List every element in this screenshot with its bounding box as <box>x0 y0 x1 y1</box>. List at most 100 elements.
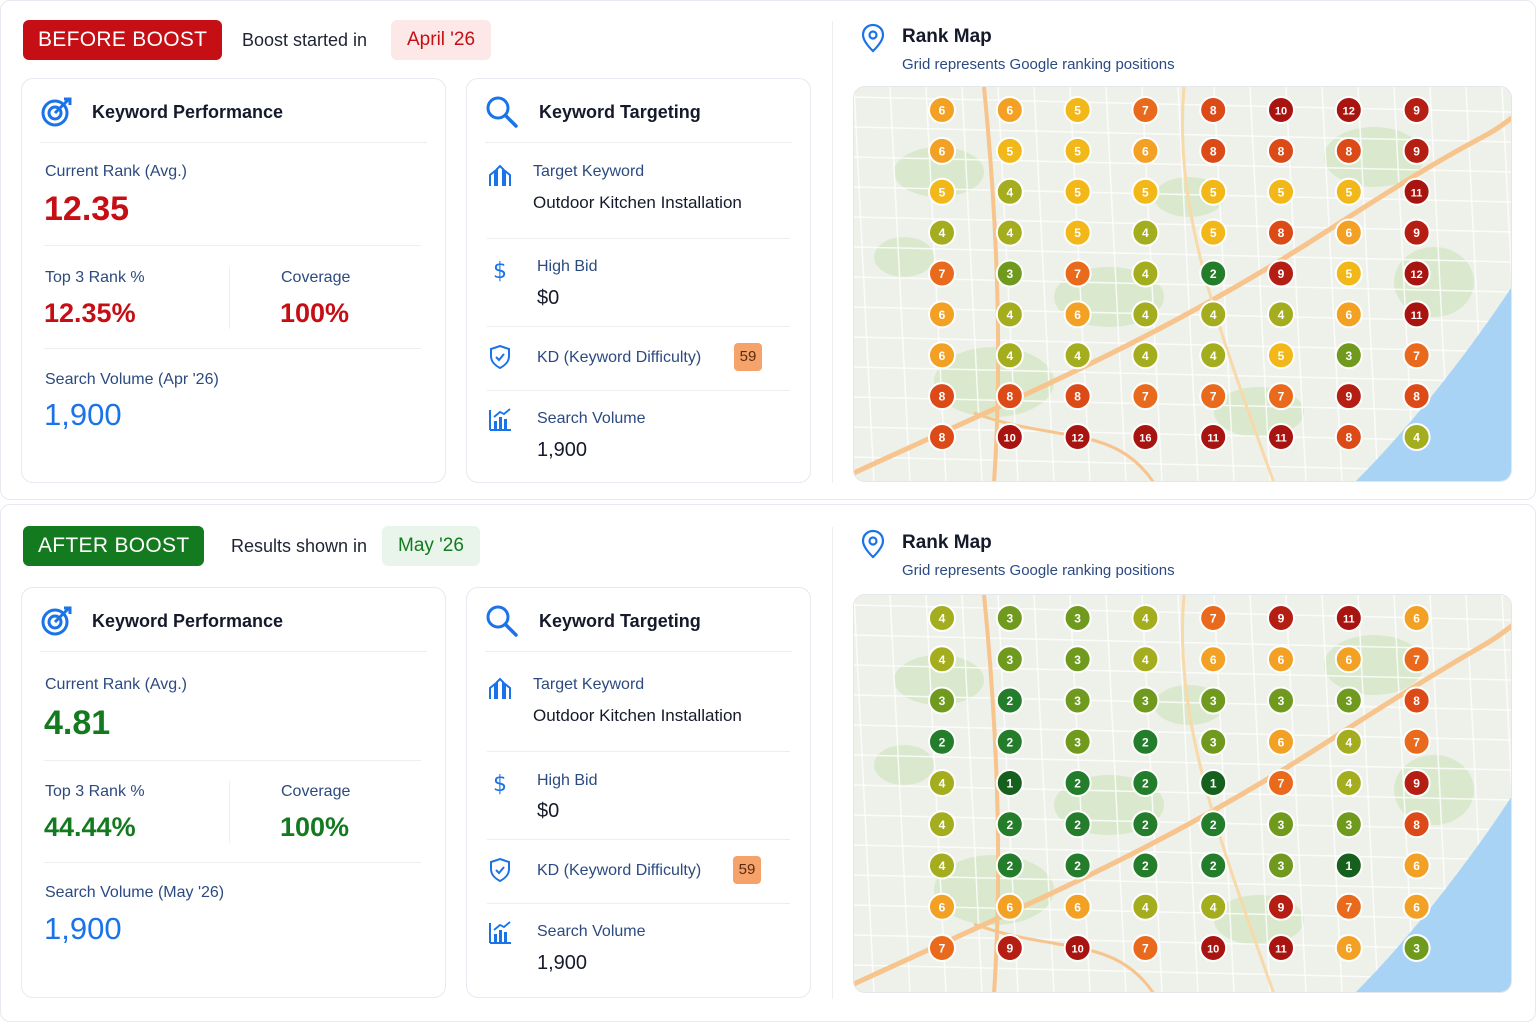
rank-marker[interactable]: 3 <box>995 645 1024 674</box>
rank-marker-dot[interactable] <box>928 423 956 451</box>
rank-marker[interactable]: 8 <box>1402 686 1431 715</box>
rank-marker[interactable]: 8 <box>1267 218 1295 247</box>
rank-marker-dot[interactable] <box>1402 810 1431 839</box>
rank-marker-dot[interactable] <box>1267 259 1295 288</box>
rank-marker-dot[interactable] <box>1334 136 1363 165</box>
rank-marker-dot[interactable] <box>1199 645 1228 674</box>
rank-marker-dot[interactable] <box>1199 810 1228 839</box>
rank-marker[interactable]: 4 <box>1334 727 1363 756</box>
rank-marker[interactable]: 4 <box>1131 341 1160 370</box>
rank-marker[interactable]: 9 <box>1267 259 1295 288</box>
rank-marker[interactable]: 4 <box>1402 423 1431 451</box>
rank-marker-dot[interactable] <box>1063 892 1092 921</box>
rank-marker-dot[interactable] <box>995 382 1024 411</box>
rank-marker-dot[interactable] <box>1334 341 1363 370</box>
rank-marker-dot[interactable] <box>1199 727 1228 756</box>
rank-marker-dot[interactable] <box>995 96 1024 124</box>
rank-marker-dot[interactable] <box>1402 423 1431 451</box>
rank-marker[interactable]: 5 <box>1334 259 1363 288</box>
rank-marker[interactable]: 4 <box>995 300 1024 329</box>
rank-marker-dot[interactable] <box>1402 218 1431 247</box>
rank-marker-dot[interactable] <box>1131 341 1160 370</box>
rank-marker-dot[interactable] <box>1063 851 1092 880</box>
rank-marker-dot[interactable] <box>1063 382 1092 411</box>
rank-marker[interactable]: 2 <box>1063 851 1092 880</box>
rank-marker[interactable]: 5 <box>1063 96 1092 124</box>
rank-marker[interactable]: 11 <box>1267 934 1295 962</box>
rank-marker-dot[interactable] <box>1334 892 1363 921</box>
rank-marker[interactable]: 4 <box>928 851 956 880</box>
rank-marker-dot[interactable] <box>1334 727 1363 756</box>
rank-marker-dot[interactable] <box>995 727 1024 756</box>
rank-marker[interactable]: 9 <box>1402 136 1431 165</box>
rank-marker-dot[interactable] <box>1267 96 1295 124</box>
rank-marker[interactable]: 7 <box>1199 604 1228 632</box>
rank-marker-dot[interactable] <box>1402 727 1431 756</box>
rank-marker[interactable]: 4 <box>928 810 956 839</box>
rank-marker[interactable]: 5 <box>995 136 1024 165</box>
rank-marker-dot[interactable] <box>1334 604 1363 632</box>
rank-marker[interactable]: 12 <box>1334 96 1363 124</box>
rank-marker-dot[interactable] <box>928 341 956 370</box>
rank-marker[interactable]: 8 <box>928 382 956 411</box>
rank-marker-dot[interactable] <box>1199 136 1228 165</box>
rank-marker[interactable]: 8 <box>1199 136 1228 165</box>
rank-marker[interactable]: 4 <box>1131 604 1160 632</box>
rank-marker[interactable]: 10 <box>1063 934 1092 962</box>
rank-marker[interactable]: 6 <box>1199 645 1228 674</box>
rank-marker[interactable]: 4 <box>1131 218 1160 247</box>
rank-marker[interactable]: 7 <box>1131 934 1160 962</box>
rank-marker-dot[interactable] <box>1131 177 1160 206</box>
rank-marker[interactable]: 7 <box>1402 727 1431 756</box>
rank-marker-dot[interactable] <box>1334 382 1363 411</box>
rank-marker[interactable]: 4 <box>995 218 1024 247</box>
rank-marker[interactable]: 6 <box>1334 218 1363 247</box>
rank-marker[interactable]: 8 <box>1267 136 1295 165</box>
rank-marker-dot[interactable] <box>1199 300 1228 329</box>
rank-marker[interactable]: 9 <box>1267 892 1295 921</box>
rank-marker[interactable]: 2 <box>995 686 1024 715</box>
rank-marker-dot[interactable] <box>928 259 956 288</box>
rank-marker-dot[interactable] <box>1402 382 1431 411</box>
rank-marker-dot[interactable] <box>1267 892 1295 921</box>
rank-marker[interactable]: 6 <box>1402 851 1431 880</box>
rank-marker-dot[interactable] <box>1131 645 1160 674</box>
rank-marker[interactable]: 7 <box>1131 382 1160 411</box>
rank-marker-dot[interactable] <box>1063 300 1092 329</box>
rank-marker-dot[interactable] <box>1131 892 1160 921</box>
rank-marker[interactable]: 6 <box>1334 300 1363 329</box>
rank-marker-dot[interactable] <box>928 645 956 674</box>
rank-marker[interactable]: 9 <box>1402 218 1431 247</box>
rank-marker-dot[interactable] <box>995 604 1024 632</box>
rank-marker-dot[interactable] <box>1402 892 1431 921</box>
rank-marker-dot[interactable] <box>1131 136 1160 165</box>
rank-marker-dot[interactable] <box>995 341 1024 370</box>
rank-marker-dot[interactable] <box>1402 934 1431 962</box>
rank-marker-dot[interactable] <box>1334 423 1363 451</box>
rank-marker-dot[interactable] <box>1402 645 1431 674</box>
rank-marker-dot[interactable] <box>1402 769 1431 797</box>
rank-marker[interactable]: 3 <box>1199 686 1228 715</box>
rank-marker-dot[interactable] <box>1402 300 1431 329</box>
rank-marker-dot[interactable] <box>1063 727 1092 756</box>
rank-marker-dot[interactable] <box>1199 934 1228 962</box>
rank-marker[interactable]: 4 <box>1267 300 1295 329</box>
rank-marker[interactable]: 2 <box>1199 259 1228 288</box>
rank-marker[interactable]: 7 <box>928 934 956 962</box>
rank-marker-dot[interactable] <box>1267 934 1295 962</box>
rank-marker[interactable]: 1 <box>1199 769 1228 797</box>
rank-marker[interactable]: 3 <box>995 259 1024 288</box>
rank-marker-dot[interactable] <box>1199 423 1228 451</box>
rank-marker-dot[interactable] <box>1199 96 1228 124</box>
rank-marker[interactable]: 6 <box>1063 300 1092 329</box>
rank-marker-dot[interactable] <box>995 769 1024 797</box>
rank-marker[interactable]: 10 <box>1267 96 1295 124</box>
rank-marker[interactable]: 3 <box>1199 727 1228 756</box>
rank-marker-dot[interactable] <box>995 934 1024 962</box>
rank-marker-dot[interactable] <box>1131 423 1160 451</box>
rank-map[interactable]: 6 6 5 7 8 10 12 9 6 5 5 6 8 8 8 9 5 4 5 5 5 5 5 11 4 4 5 4 5 8 6 9 7 3 7 4 2… <box>853 86 1512 482</box>
rank-marker[interactable]: 4 <box>1131 259 1160 288</box>
rank-marker-dot[interactable] <box>1131 259 1160 288</box>
rank-marker-dot[interactable] <box>1063 96 1092 124</box>
rank-marker[interactable]: 3 <box>1267 686 1295 715</box>
